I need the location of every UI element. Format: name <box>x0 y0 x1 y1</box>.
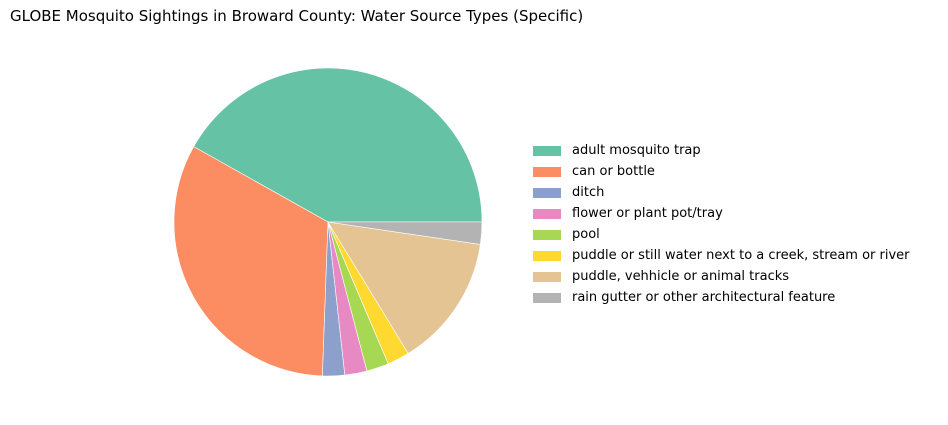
legend-item: puddle, vehhicle or animal tracks <box>533 266 910 287</box>
legend-label: pool <box>572 227 600 242</box>
legend-swatch <box>533 271 561 282</box>
legend-swatch <box>533 250 561 261</box>
legend-item: rain gutter or other architectural featu… <box>533 287 910 308</box>
legend-item: adult mosquito trap <box>533 140 910 161</box>
legend-label: can or bottle <box>572 164 655 179</box>
legend-swatch <box>533 145 561 156</box>
chart-title: GLOBE Mosquito Sightings in Broward Coun… <box>10 7 584 25</box>
legend-label: rain gutter or other architectural featu… <box>572 290 836 305</box>
pie-slice-rain-gutter-or-other-architectural-feature <box>327 221 483 245</box>
pie-slices <box>173 67 483 377</box>
legend-swatch <box>533 229 561 240</box>
legend-item: pool <box>533 224 910 245</box>
pie-slice-can-or-bottle <box>173 146 329 377</box>
legend-swatch <box>533 166 561 177</box>
legend: adult mosquito trap can or bottle ditch flo… <box>533 140 910 308</box>
legend-swatch <box>533 187 561 198</box>
legend-item: ditch <box>533 182 910 203</box>
legend-label: ditch <box>572 185 605 200</box>
legend-swatch <box>533 292 561 303</box>
pie-slice-adult-mosquito-trap <box>193 67 483 223</box>
legend-label: adult mosquito trap <box>572 143 701 158</box>
legend-swatch <box>533 208 561 219</box>
legend-item: can or bottle <box>533 161 910 182</box>
legend-label: puddle, vehhicle or animal tracks <box>572 269 790 284</box>
legend-label: puddle or still water next to a creek, s… <box>572 248 910 263</box>
legend-label: flower or plant pot/tray <box>572 206 723 221</box>
legend-item: puddle or still water next to a creek, s… <box>533 245 910 266</box>
pie-slice-puddle-vehhicle-or-animal-tracks <box>327 221 481 354</box>
legend-item: flower or plant pot/tray <box>533 203 910 224</box>
